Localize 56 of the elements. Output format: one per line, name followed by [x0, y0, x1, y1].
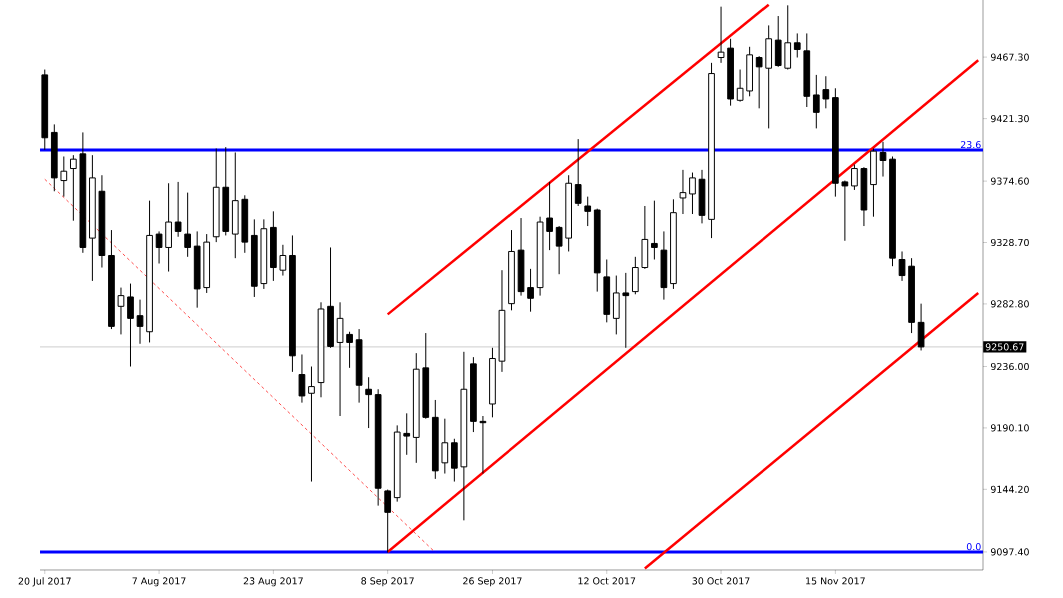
candlestick [679, 169, 687, 215]
x-tick-label: 30 Oct 2017 [692, 577, 750, 585]
candlestick [793, 32, 801, 59]
candlestick [279, 244, 287, 277]
ref-line-label: 9250.67 [985, 343, 1024, 351]
candlestick [755, 55, 763, 109]
candlestick [812, 74, 820, 129]
candlestick [879, 141, 887, 178]
x-tick-label: 8 Sep 2017 [361, 577, 414, 587]
candlestick [441, 418, 449, 475]
x-tick-label: 23 Aug 2017 [243, 577, 303, 587]
candlestick [841, 180, 849, 242]
candlestick [184, 192, 192, 258]
x-tick-label: 7 Aug 2017 [132, 577, 186, 587]
y-tick-label: 9374.60 [990, 177, 1029, 185]
candlestick [174, 181, 182, 238]
x-tick-label: 12 Oct 2017 [578, 577, 636, 585]
x-tick-label: 20 Jul 2017 [18, 577, 71, 587]
candlestick [384, 489, 392, 553]
candlestick [117, 287, 125, 335]
candlestick [479, 415, 487, 475]
candlestick [69, 154, 77, 222]
y-tick-label: 9097.40 [990, 548, 1029, 556]
y-tick-label: 9467.30 [990, 53, 1029, 61]
candlestick [60, 156, 68, 198]
candlestick [622, 272, 630, 349]
x-tick-label: 15 Nov 2017 [806, 577, 865, 585]
x-tick-label: 26 Sep 2017 [463, 577, 522, 587]
candlestick [822, 75, 830, 109]
candlestick [717, 6, 725, 64]
candlestick [574, 138, 582, 207]
annotation: 0.0 [966, 543, 981, 551]
candlestick [584, 196, 592, 227]
candlestick [308, 366, 315, 483]
y-tick-label: 9282.80 [990, 300, 1029, 308]
candlestick [898, 250, 906, 282]
candlestick [689, 172, 696, 215]
y-tick-label: 9144.20 [990, 485, 1029, 493]
candlestick [155, 230, 163, 265]
candlestick [365, 376, 372, 429]
candlestick [736, 69, 744, 103]
candlestick [546, 181, 553, 251]
candlestick [555, 225, 563, 275]
candlestick [346, 331, 353, 369]
y-tick-label: 9190.10 [990, 424, 1029, 432]
candlestick [851, 164, 858, 191]
annotation: 23.6 [960, 141, 981, 149]
y-tick-label: 9328.70 [990, 238, 1029, 247]
candlestick [651, 200, 658, 260]
y-tick-label: 9236.00 [990, 362, 1029, 371]
candlestick [527, 268, 534, 313]
candlestick [298, 353, 306, 404]
candlestick [136, 299, 144, 345]
candlestick [127, 283, 134, 368]
candlestick [403, 412, 411, 456]
y-tick-label: 9421.30 [990, 115, 1029, 123]
